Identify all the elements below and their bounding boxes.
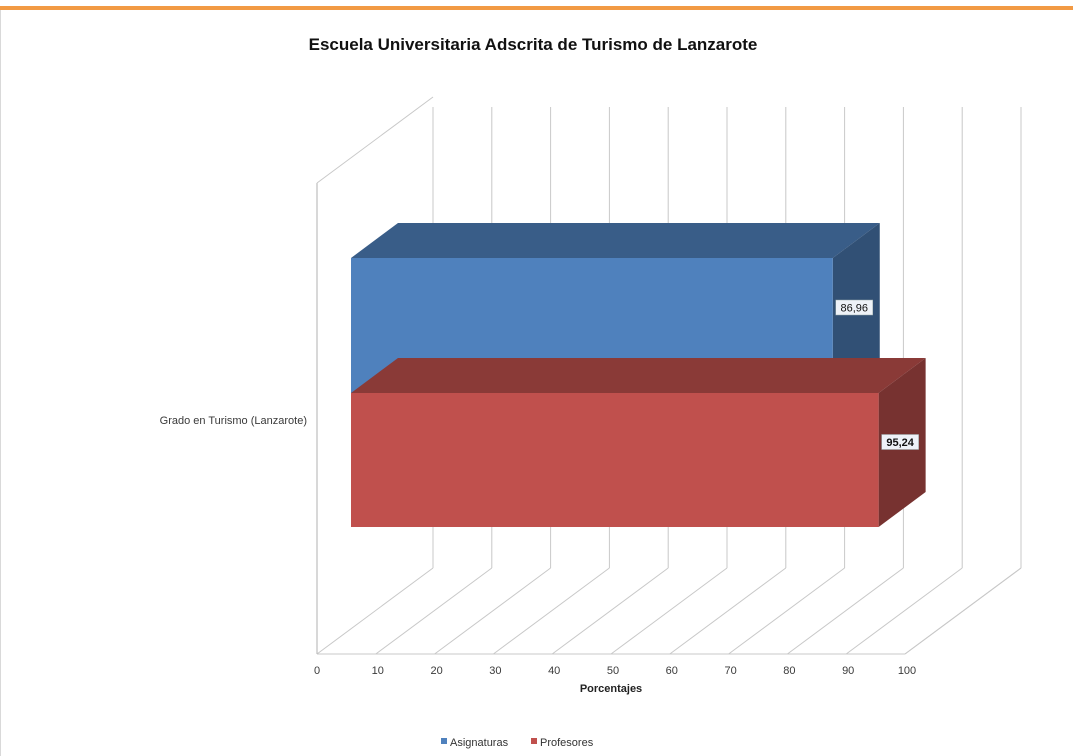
- floor-right-edge: [904, 567, 1022, 655]
- x-tick-40: 40: [548, 665, 560, 677]
- legend-swatch-asignaturas: [441, 738, 447, 744]
- gridline-floor-90: [845, 567, 963, 655]
- x-tick-50: 50: [607, 665, 619, 677]
- bars: 86,96 95,24: [351, 223, 926, 527]
- x-tick-0: 0: [314, 665, 320, 677]
- category-label: Grado en Turismo (Lanzarote): [160, 415, 307, 427]
- bar-profesores: 95,24: [351, 358, 926, 527]
- x-tick-10: 10: [372, 665, 384, 677]
- gridline-floor-0: [316, 567, 434, 655]
- gridline-floor-80: [787, 567, 904, 655]
- legend-swatch-profesores: [531, 738, 537, 744]
- gridline-floor-30: [493, 567, 610, 655]
- legend: Asignaturas Profesores: [441, 737, 594, 749]
- gridline-floor-10: [375, 567, 493, 655]
- x-tick-30: 30: [489, 665, 501, 677]
- data-label-box-asignaturas: [835, 299, 874, 316]
- x-tick-labels: 0 10 20 30 40 50 60 70 80 90 100: [314, 665, 916, 677]
- x-axis-title: Porcentajes: [580, 683, 642, 695]
- left-wall-top-edge: [316, 96, 434, 184]
- legend-label-asignaturas: Asignaturas: [450, 737, 509, 749]
- gridline-floor-60: [669, 567, 787, 655]
- x-tick-70: 70: [724, 665, 736, 677]
- bar-top-asignaturas: [351, 223, 880, 258]
- gridline-floor-70: [728, 567, 845, 655]
- legend-label-profesores: Profesores: [540, 737, 594, 749]
- x-tick-80: 80: [783, 665, 795, 677]
- accent-bar: [0, 6, 1073, 10]
- chart-title: Escuela Universitaria Adscrita de Turism…: [309, 35, 758, 54]
- data-label-box-profesores: [881, 434, 919, 450]
- gridline-floor-50: [610, 567, 728, 655]
- gridline-floor-40: [551, 567, 669, 655]
- x-tick-100: 100: [898, 665, 916, 677]
- bar-front-profesores: [351, 393, 879, 527]
- x-tick-90: 90: [842, 665, 854, 677]
- data-label-profesores: 95,24: [886, 437, 914, 449]
- gridline-floor-20: [434, 567, 551, 655]
- x-tick-20: 20: [430, 665, 442, 677]
- bar-top-profesores: [351, 358, 926, 393]
- x-tick-60: 60: [666, 665, 678, 677]
- frame-left-border: [0, 10, 1, 756]
- data-label-asignaturas: 86,96: [840, 303, 868, 315]
